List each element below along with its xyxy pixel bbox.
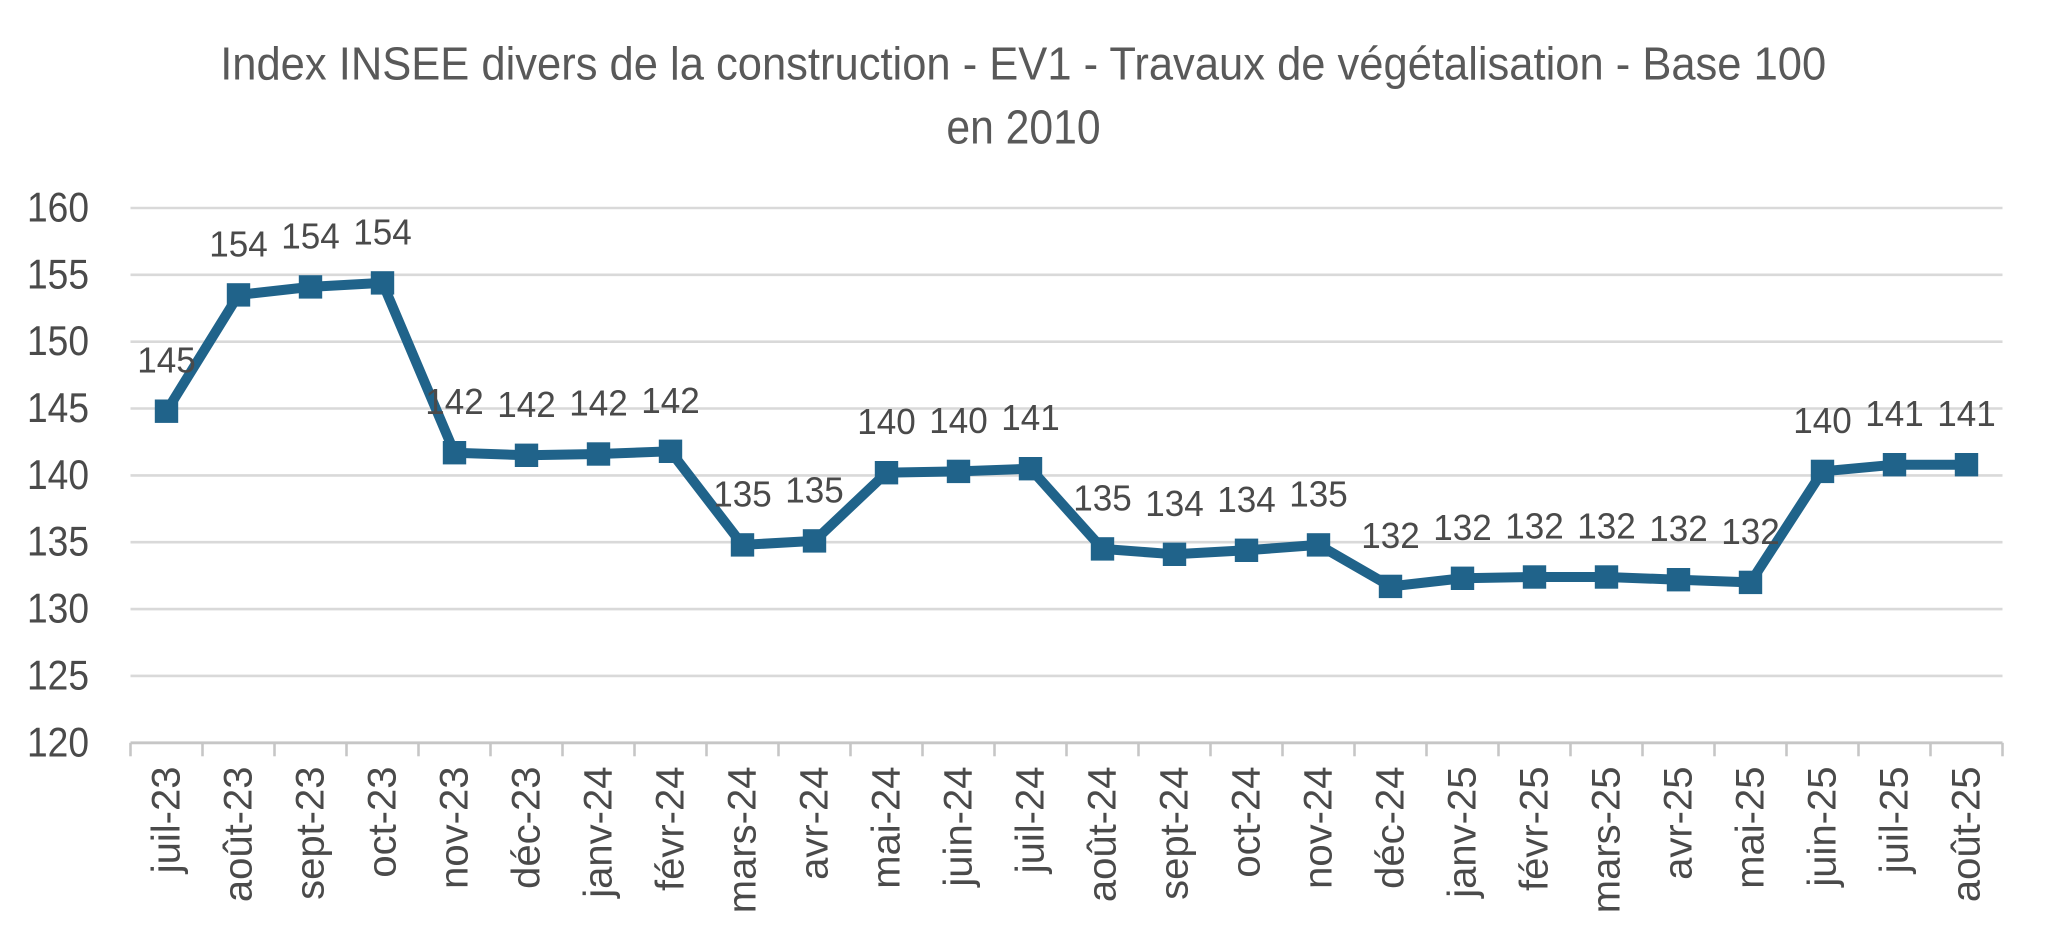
svg-text:févr-25: févr-25 <box>1513 767 1557 892</box>
svg-text:févr-24: févr-24 <box>649 767 693 892</box>
svg-text:154: 154 <box>209 223 268 264</box>
svg-text:janv-25: janv-25 <box>1441 767 1485 899</box>
svg-text:135: 135 <box>1073 477 1132 518</box>
svg-text:nov-23: nov-23 <box>433 767 477 889</box>
svg-text:140: 140 <box>929 400 988 441</box>
svg-text:130: 130 <box>27 585 89 632</box>
svg-text:140: 140 <box>857 401 916 442</box>
svg-text:132: 132 <box>1505 506 1564 547</box>
svg-text:avr-24: avr-24 <box>793 767 837 880</box>
svg-text:120: 120 <box>27 718 89 765</box>
svg-text:oct-23: oct-23 <box>361 767 405 878</box>
svg-text:150: 150 <box>27 317 89 364</box>
svg-text:154: 154 <box>353 211 412 252</box>
svg-text:135: 135 <box>1289 473 1348 514</box>
svg-text:142: 142 <box>641 380 700 421</box>
svg-text:155: 155 <box>27 250 89 297</box>
svg-text:juil-25: juil-25 <box>1873 767 1917 875</box>
svg-text:janv-24: janv-24 <box>577 767 621 899</box>
svg-text:142: 142 <box>569 383 628 424</box>
svg-text:134: 134 <box>1217 479 1276 520</box>
svg-text:août-24: août-24 <box>1081 767 1125 903</box>
svg-text:nov-24: nov-24 <box>1297 767 1341 889</box>
svg-text:135: 135 <box>785 469 844 510</box>
svg-text:sept-24: sept-24 <box>1153 767 1197 900</box>
svg-text:142: 142 <box>425 381 484 422</box>
svg-text:132: 132 <box>1721 511 1780 552</box>
svg-text:sept-23: sept-23 <box>289 767 333 900</box>
svg-text:135: 135 <box>27 518 89 565</box>
svg-text:juil-23: juil-23 <box>145 767 189 875</box>
svg-text:125: 125 <box>27 651 89 698</box>
svg-text:mars-24: mars-24 <box>721 767 765 914</box>
svg-text:135: 135 <box>713 473 772 514</box>
svg-text:132: 132 <box>1433 507 1492 548</box>
svg-text:141: 141 <box>1937 393 1996 434</box>
svg-text:déc-24: déc-24 <box>1369 767 1413 889</box>
svg-text:140: 140 <box>1793 400 1852 441</box>
svg-text:déc-23: déc-23 <box>505 767 549 889</box>
svg-text:juin-24: juin-24 <box>937 767 981 888</box>
svg-text:mars-25: mars-25 <box>1585 767 1629 914</box>
svg-text:141: 141 <box>1001 397 1060 438</box>
svg-text:145: 145 <box>137 340 196 381</box>
svg-text:avr-25: avr-25 <box>1657 767 1701 880</box>
svg-text:mai-24: mai-24 <box>865 767 909 889</box>
svg-text:160: 160 <box>27 184 89 231</box>
svg-text:juin-25: juin-25 <box>1801 767 1845 888</box>
svg-text:en 2010: en 2010 <box>946 102 1100 155</box>
svg-text:132: 132 <box>1361 515 1420 556</box>
svg-text:oct-24: oct-24 <box>1225 767 1269 878</box>
svg-text:132: 132 <box>1649 508 1708 549</box>
svg-text:134: 134 <box>1145 483 1204 524</box>
svg-text:Index INSEE divers de la const: Index INSEE divers de la construction - … <box>220 37 1826 89</box>
svg-text:142: 142 <box>497 384 556 425</box>
svg-text:141: 141 <box>1865 393 1924 434</box>
svg-text:mai-25: mai-25 <box>1729 767 1773 889</box>
svg-text:132: 132 <box>1577 506 1636 547</box>
svg-text:juil-24: juil-24 <box>1009 767 1053 875</box>
svg-text:154: 154 <box>281 215 340 256</box>
svg-text:août-25: août-25 <box>1945 767 1989 903</box>
svg-text:145: 145 <box>27 384 89 431</box>
svg-text:140: 140 <box>27 451 89 498</box>
svg-text:août-23: août-23 <box>217 767 261 903</box>
